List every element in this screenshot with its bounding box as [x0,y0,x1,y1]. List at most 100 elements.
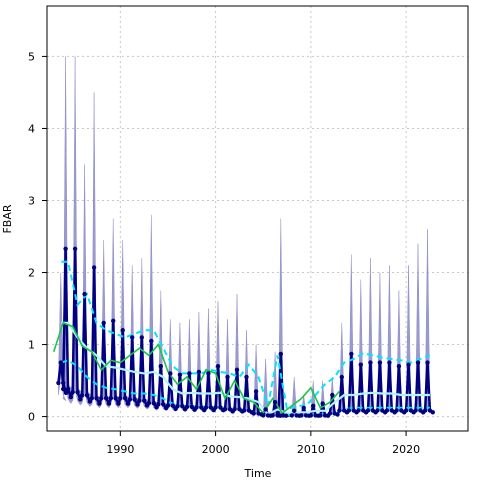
season-point [289,413,294,418]
season-point [118,396,123,401]
season-point [61,380,66,386]
season-point [225,374,230,380]
season-point [82,291,87,297]
season-point [149,338,154,344]
season-point [177,372,183,377]
season-point [222,407,228,412]
y-axis-label: FBAR [1,204,14,233]
season-point [320,401,325,406]
season-point [276,413,281,418]
y-tick-label: 1 [28,339,35,352]
season-point [218,405,223,410]
season-point [168,371,173,376]
season-point [283,413,289,418]
season-point [396,364,402,369]
season-point [292,408,297,413]
season-point [132,397,137,402]
season-point [272,400,278,405]
season-point [215,364,221,369]
season-point [339,374,344,380]
season-point [242,408,247,413]
y-tick-label: 5 [28,50,35,63]
season-point [125,401,131,406]
season-point [335,412,340,417]
season-point [415,360,421,365]
season-point [365,408,371,413]
season-point [63,390,69,395]
season-point [78,397,83,402]
season-point [196,369,202,375]
season-point [327,411,333,416]
season-point [156,402,161,407]
season-point [251,411,256,416]
x-tick-label: 2010 [297,443,325,456]
season-point [337,408,342,413]
season-point [356,408,361,413]
season-point [58,360,63,365]
season-point [413,408,418,413]
season-point [101,320,106,326]
season-point [80,393,85,398]
season-point [113,396,118,401]
season-point [403,408,409,413]
season-point [194,405,199,410]
season-point [203,405,209,410]
season-point [84,393,90,398]
season-point [346,408,352,413]
y-tick-label: 2 [28,267,35,280]
season-point [170,403,175,408]
season-point [301,405,306,411]
season-point [425,360,430,365]
season-point [63,246,68,251]
x-tick-label: 1990 [106,443,134,456]
season-point [368,360,373,365]
season-point [142,398,147,403]
season-point [244,374,249,380]
season-point [65,386,71,392]
season-point [349,351,354,357]
y-tick-label: 0 [28,411,35,424]
season-point [318,413,323,418]
season-point [180,404,185,409]
season-point [278,351,283,357]
x-axis-label: Time [244,467,272,480]
season-point [270,413,275,418]
season-point [70,389,75,395]
season-point [127,397,133,402]
season-point [387,360,392,365]
season-point [108,396,114,401]
season-point [120,328,125,333]
season-point [106,401,112,406]
plot-frame [46,5,469,432]
season-point [208,405,213,410]
x-axis: 1990 2000 2010 2020 [106,431,420,456]
season-point [87,399,93,404]
season-point [175,404,180,409]
season-point [187,371,192,376]
season-point [89,396,95,401]
season-point [161,402,166,407]
season-point [61,386,66,392]
season-point [158,364,163,369]
season-point [72,246,78,251]
season-point [135,402,140,407]
green-series-line [52,321,341,415]
y-tick-label: 3 [28,194,35,207]
x-tick-label: 2000 [202,443,230,456]
season-point [263,407,268,412]
season-point [122,396,128,401]
season-point [375,408,380,413]
season-point [116,401,121,406]
season-point [146,400,152,406]
season-point [253,389,259,394]
season-point [406,362,411,367]
season-point [97,401,102,406]
season-point [384,408,390,413]
season-point [232,407,237,412]
season-point [91,265,97,270]
season-points-layer [56,246,435,418]
season-point [308,413,313,418]
season-point [189,404,194,409]
season-point [94,396,99,401]
season-point [68,394,74,400]
